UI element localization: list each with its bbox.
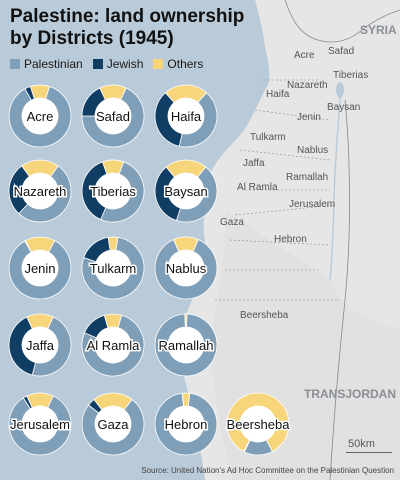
place-label-safad: Safad <box>328 46 354 57</box>
donut-hole <box>22 173 58 209</box>
donut-hole <box>22 250 58 286</box>
place-label-hebron: Hebron <box>274 234 307 245</box>
border-line <box>284 0 400 43</box>
place-label-tiberias: Tiberias <box>333 70 368 81</box>
donut-hole <box>95 98 131 134</box>
donut-segment-others <box>164 84 208 104</box>
district-label: Ramallah <box>159 338 214 353</box>
legend-swatch <box>153 59 164 69</box>
district-label: Baysan <box>164 184 207 199</box>
donut-hole <box>22 327 58 363</box>
donut-hole <box>240 406 276 442</box>
donut-acre: Acre <box>8 84 72 148</box>
scale-label: 50km <box>348 438 375 450</box>
donut-hole <box>168 173 204 209</box>
donut-al-ramla: Al Ramla <box>81 313 145 377</box>
donut-hole <box>95 173 131 209</box>
donut-ramallah: Ramallah <box>154 313 218 377</box>
district-label: Hebron <box>165 417 208 432</box>
legend: Palestinian Jewish Others <box>10 57 203 71</box>
district-label: Safad <box>96 109 130 124</box>
place-label-nazareth: Nazareth <box>287 80 328 91</box>
place-label-acre: Acre <box>294 50 315 61</box>
donut-segment-others <box>181 392 191 407</box>
district-label: Jenin <box>24 261 55 276</box>
donut-gaza: Gaza <box>81 392 145 456</box>
chart-title: Palestine: land ownership by Districts (… <box>10 6 245 49</box>
district-label: Haifa <box>171 109 202 124</box>
place-label-jenin: Jenin <box>297 112 321 123</box>
donut-jerusalem: Jerusalem <box>9 392 71 456</box>
jordan-river <box>329 97 341 281</box>
place-label-gaza: Gaza <box>220 217 244 228</box>
place-labels: SYRIA TRANSJORDAN Acre Safad Tiberias Nazaret… <box>220 23 397 401</box>
district-label: Jerusalem <box>10 417 70 432</box>
donut-hole <box>95 406 131 442</box>
district-label: Gaza <box>97 417 129 432</box>
place-label-transjordan: TRANSJORDAN <box>304 387 396 401</box>
legend-item-jewish: Jewish <box>92 57 144 71</box>
donut-nablus: Nablus <box>154 236 218 300</box>
legend-item-palestinian: Palestinian <box>10 57 83 71</box>
district-lines <box>215 79 340 301</box>
source-note: Source: United Nation's Ad Hoc Committee… <box>141 466 394 475</box>
donut-segment-others <box>107 236 119 251</box>
place-label-jerusalem: Jerusalem <box>289 199 335 210</box>
donut-hole <box>95 327 131 363</box>
border-line <box>329 99 350 480</box>
donut-hole <box>95 250 131 286</box>
district-label: Beersheba <box>227 417 291 432</box>
donut-hole <box>168 327 204 363</box>
place-label-tulkarm: Tulkarm <box>250 132 286 143</box>
legend-label: Jewish <box>106 57 144 71</box>
donut-jaffa: Jaffa <box>8 313 72 377</box>
place-label-baysan: Baysan <box>327 102 360 113</box>
district-label: Jaffa <box>26 338 55 353</box>
place-label-haifa: Haifa <box>266 89 290 100</box>
donut-beersheba: Beersheba <box>225 392 292 456</box>
donut-nazareth: Nazareth <box>8 159 72 223</box>
donut-hole <box>168 406 204 442</box>
district-label: Al Ramla <box>87 338 141 353</box>
donut-haifa: Haifa <box>154 84 218 148</box>
legend-item-others: Others <box>153 57 203 71</box>
donut-charts: Acre Safad Haifa Nazareth Tiberias Baysan Jeni… <box>8 84 292 456</box>
legend-swatch <box>10 59 20 69</box>
legend-label: Palestinian <box>24 57 83 71</box>
donut-segment-others <box>184 313 188 328</box>
scale-bar <box>346 452 392 453</box>
place-label-nablus: Nablus <box>297 145 328 156</box>
district-label: Nazareth <box>14 184 67 199</box>
donut-hole <box>168 250 204 286</box>
district-label: Nablus <box>166 261 207 276</box>
donut-hebron: Hebron <box>154 392 218 456</box>
district-label: Acre <box>27 109 54 124</box>
district-label: Tiberias <box>90 184 136 199</box>
place-label-beersheba: Beersheba <box>240 310 289 321</box>
donut-baysan: Baysan <box>154 159 218 223</box>
place-label-al-ramla: Al Ramla <box>237 182 278 193</box>
donut-tulkarm: Tulkarm <box>81 236 145 300</box>
place-label-syria: SYRIA <box>360 23 397 37</box>
legend-swatch <box>92 59 103 69</box>
place-label-ramallah: Ramallah <box>286 172 328 183</box>
district-label: Tulkarm <box>90 261 136 276</box>
donut-jenin: Jenin <box>8 236 72 300</box>
donut-hole <box>22 98 58 134</box>
donut-tiberias: Tiberias <box>81 159 145 223</box>
place-label-jaffa: Jaffa <box>243 158 265 169</box>
lake-tiberias <box>336 82 344 98</box>
donut-safad: Safad <box>81 84 145 148</box>
donut-hole <box>168 98 204 134</box>
donut-hole <box>22 406 58 442</box>
legend-label: Others <box>167 57 204 71</box>
